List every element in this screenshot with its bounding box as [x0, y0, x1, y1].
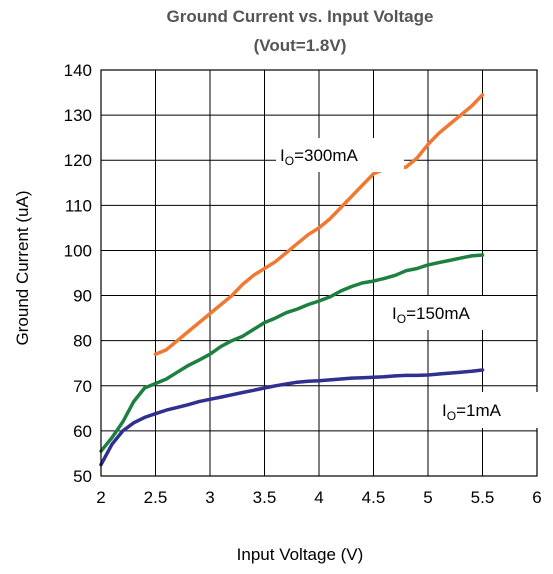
- series-label-background: [276, 138, 404, 172]
- plot-border: [100, 69, 538, 477]
- series-label-subscript: O: [397, 312, 406, 326]
- series-label-subscript: O: [447, 409, 456, 423]
- y-tick-label: 110: [65, 196, 92, 215]
- series-label-text: IO=150mA: [392, 304, 471, 326]
- series-label-background: [388, 296, 508, 330]
- series-label-1ma: IO=1mA: [438, 392, 538, 428]
- x-tick-labels: 2 2.5 3 3.5 4 4.5 5 5.5 6: [96, 488, 541, 507]
- x-tick-label: 4: [314, 488, 323, 507]
- chart-title: Ground Current vs. Input Voltage: [167, 7, 434, 26]
- y-tick-label: 140: [64, 61, 92, 80]
- series-label-subscript: O: [285, 154, 294, 168]
- x-tick-label: 6: [532, 488, 541, 507]
- y-tick-labels: 50 60 70 80 90 100 110 120 130 140: [64, 61, 92, 486]
- series-label-main: I: [280, 146, 285, 165]
- y-tick-label: 80: [73, 332, 92, 351]
- x-tick-label: 5: [423, 488, 432, 507]
- series-label-main: I: [392, 304, 397, 323]
- y-tick-label: 50: [73, 467, 92, 486]
- x-tick-label: 3.5: [253, 488, 277, 507]
- x-tick-label: 2: [96, 488, 105, 507]
- series-line-1ma: [99, 368, 485, 467]
- x-tick-label: 2.5: [144, 488, 168, 507]
- chart-subtitle: (Vout=1.8V): [254, 36, 347, 55]
- series-label-main: I: [442, 401, 447, 420]
- y-tick-label: 70: [73, 377, 92, 396]
- x-tick-label: 3: [205, 488, 214, 507]
- series-layer: [99, 93, 485, 467]
- series-line-150ma: [99, 253, 485, 453]
- x-tick-label: 4.5: [362, 488, 386, 507]
- series-line-300ma: [153, 93, 485, 356]
- series-label-background: [438, 392, 538, 428]
- x-axis-label: Input Voltage (V): [237, 545, 364, 564]
- y-tick-label: 120: [64, 151, 92, 170]
- series-label-text: IO=1mA: [442, 401, 502, 423]
- y-tick-label: 100: [64, 241, 92, 260]
- y-tick-label: 60: [73, 422, 92, 441]
- series-label-300ma: IO=300mA: [276, 138, 404, 172]
- y-tick-label: 130: [64, 106, 92, 125]
- y-axis-label: Ground Current (uA): [13, 191, 32, 346]
- series-label-value: =1mA: [456, 401, 502, 420]
- series-label-value: =300mA: [294, 146, 358, 165]
- series-label-text: IO=300mA: [280, 146, 359, 168]
- series-label-150ma: IO=150mA: [388, 296, 508, 330]
- y-tick-label: 90: [73, 287, 92, 306]
- x-tick-label: 5.5: [471, 488, 495, 507]
- series-label-value: =150mA: [406, 304, 470, 323]
